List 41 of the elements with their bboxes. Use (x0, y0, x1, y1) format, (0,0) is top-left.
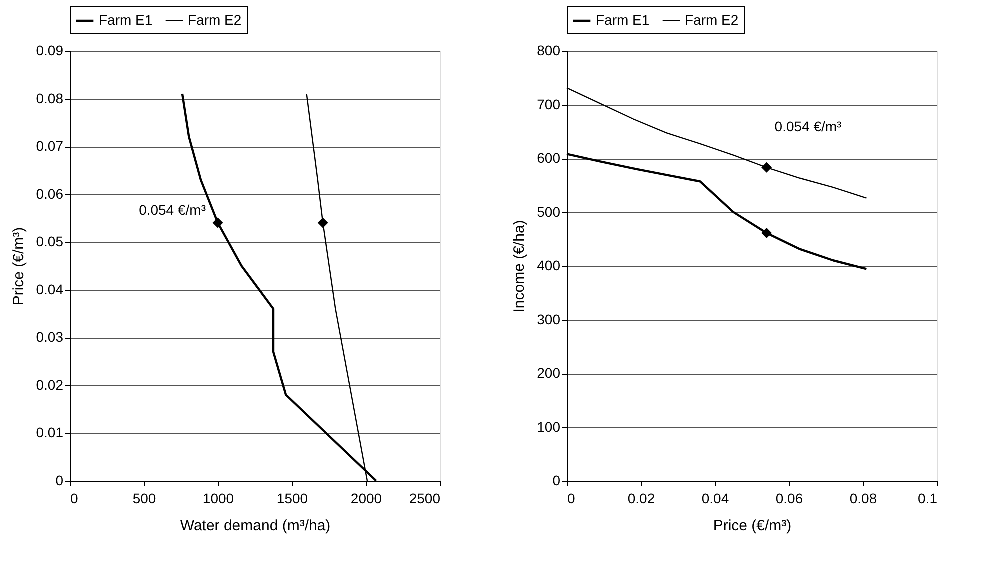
x-tick-label: 500 (132, 490, 156, 506)
y-tick-label: 0.02 (36, 376, 64, 393)
x-tick-label: 0.1 (918, 490, 938, 506)
y-tick-label: 600 (537, 150, 561, 166)
y-tick-label: 0.05 (36, 234, 64, 250)
x-tick-label: 0.08 (850, 490, 878, 506)
y-tick-label: 500 (537, 204, 561, 220)
y-axis-title: Price (€/m³) (10, 227, 28, 306)
y-tick-label: 200 (537, 365, 561, 381)
x-axis-title: Water demand (m³/ha) (180, 518, 331, 534)
legend-label: Farm E2 (685, 12, 739, 28)
x-tick-label: 2000 (350, 490, 382, 506)
x-tick-label: 0.06 (776, 490, 804, 506)
y-tick-label: 0.06 (36, 186, 64, 202)
y-tick-label: 0.09 (36, 42, 64, 58)
y-tick-label: 800 (537, 42, 561, 58)
annotation: 0.054 €/m³ (139, 202, 206, 218)
y-tick-label: 400 (537, 258, 561, 274)
x-tick-label: 2500 (409, 490, 441, 506)
y-tick-label: 100 (537, 418, 561, 435)
x-tick-label: 1000 (202, 490, 234, 506)
y-tick-label: 0.08 (36, 90, 64, 106)
y-tick-label: 0 (56, 472, 64, 488)
y-tick-label: 300 (537, 311, 561, 328)
y-axis-title: Income (€/ha) (511, 220, 528, 313)
x-tick-label: 1500 (276, 490, 308, 506)
x-tick-label: 0 (568, 490, 576, 506)
y-tick-label: 700 (537, 96, 561, 112)
y-tick-label: 0.07 (36, 138, 64, 154)
x-tick-label: 0.04 (702, 490, 730, 506)
x-tick-label: 0.02 (628, 490, 656, 506)
legend-label: Farm E2 (188, 12, 242, 28)
x-tick-label: 0 (70, 490, 78, 506)
y-tick-label: 0.04 (36, 281, 64, 298)
legend-label: Farm E1 (99, 12, 153, 28)
y-tick-label: 0.03 (36, 329, 64, 346)
annotation: 0.054 €/m³ (774, 118, 842, 135)
y-tick-label: 0 (552, 472, 561, 488)
x-axis-title: Price (€/m³) (713, 518, 792, 534)
y-tick-label: 0.01 (36, 424, 64, 441)
legend-label: Farm E1 (596, 12, 650, 28)
